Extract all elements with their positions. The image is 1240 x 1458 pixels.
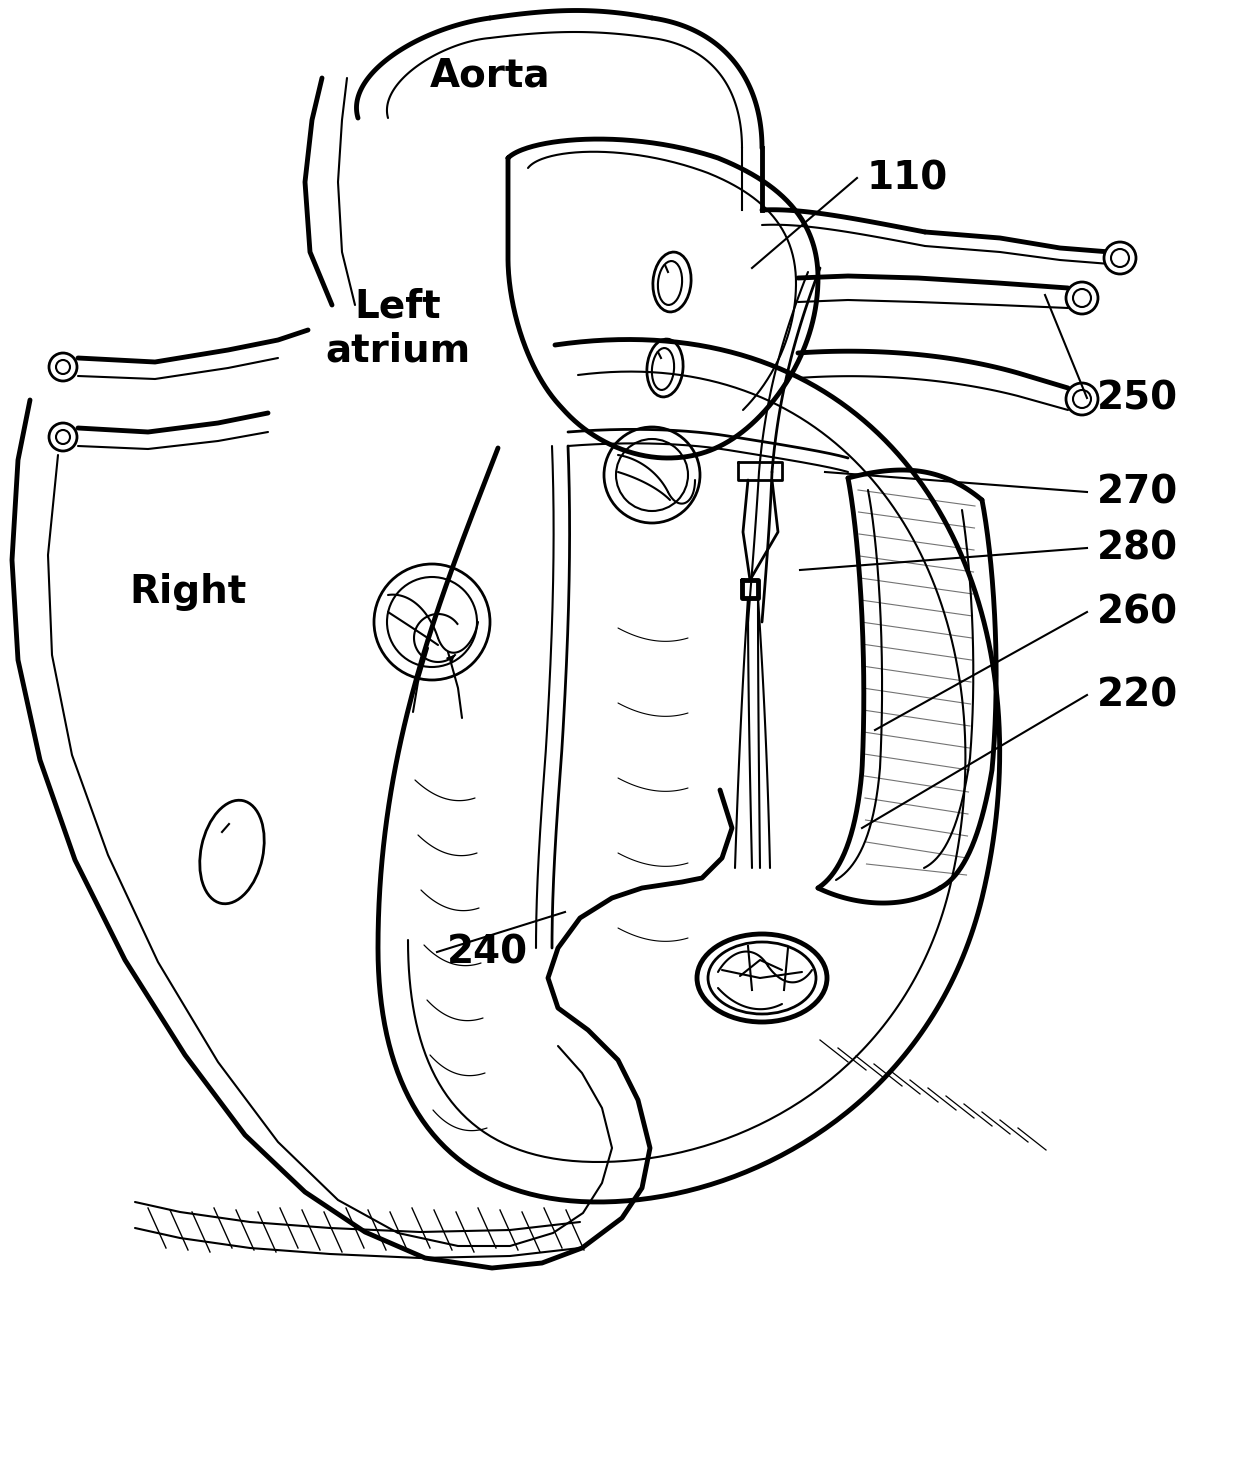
Text: Right: Right <box>129 573 247 611</box>
Circle shape <box>1066 383 1097 416</box>
Circle shape <box>1104 242 1136 274</box>
Text: 110: 110 <box>867 159 949 197</box>
Circle shape <box>50 353 77 381</box>
Text: 260: 260 <box>1097 593 1178 631</box>
Circle shape <box>56 430 69 445</box>
Circle shape <box>50 423 77 451</box>
Text: 250: 250 <box>1097 379 1178 417</box>
Circle shape <box>1066 281 1097 313</box>
Text: 280: 280 <box>1097 529 1178 567</box>
Text: Aorta: Aorta <box>430 55 551 93</box>
Text: 270: 270 <box>1097 472 1178 510</box>
Ellipse shape <box>697 935 827 1022</box>
Circle shape <box>56 360 69 375</box>
Text: 240: 240 <box>446 933 528 971</box>
Circle shape <box>1111 249 1128 267</box>
Circle shape <box>1073 389 1091 408</box>
Circle shape <box>1073 289 1091 308</box>
Text: 220: 220 <box>1097 677 1178 714</box>
Text: Left
atrium: Left atrium <box>325 287 471 369</box>
